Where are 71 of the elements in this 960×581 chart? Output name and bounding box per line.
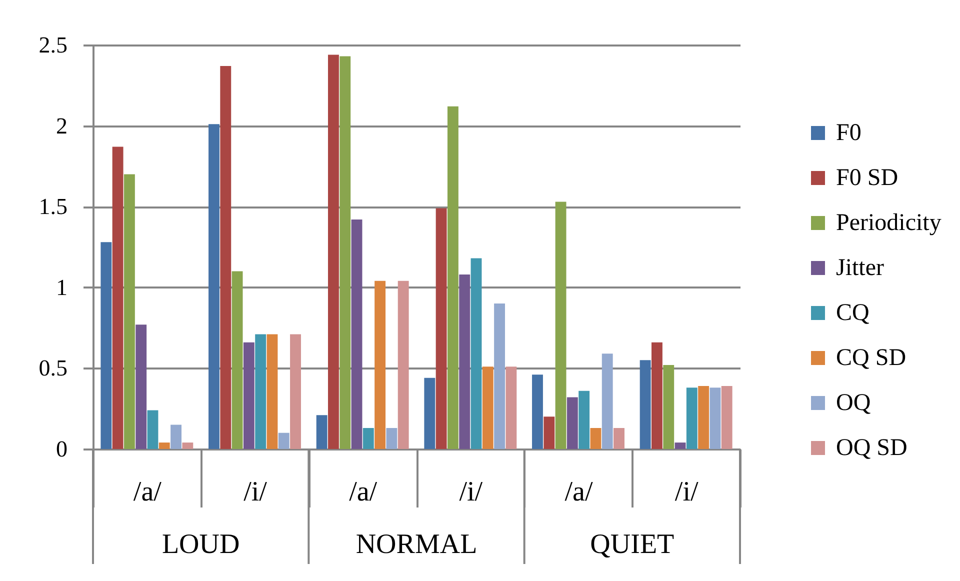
text: QUIET bbox=[590, 529, 674, 560]
bar bbox=[494, 304, 506, 449]
bar bbox=[710, 388, 721, 449]
x-tick-label: /i/ bbox=[674, 476, 698, 508]
legend-label: CQ SD bbox=[836, 345, 906, 371]
bar bbox=[590, 428, 602, 449]
bar bbox=[447, 106, 458, 449]
bar bbox=[220, 66, 232, 449]
bar bbox=[278, 432, 290, 449]
x-tick-label: /a/ bbox=[564, 476, 593, 508]
bar bbox=[459, 274, 470, 449]
legend-label: F0 bbox=[836, 120, 862, 146]
bar bbox=[470, 258, 482, 449]
bar bbox=[147, 410, 158, 449]
bar bbox=[340, 56, 351, 449]
y-tick-label: 2 bbox=[56, 113, 68, 138]
legend-label: F0 SD bbox=[836, 165, 898, 191]
bar bbox=[614, 428, 624, 449]
bar bbox=[266, 334, 278, 449]
legend-label: OQ bbox=[836, 390, 871, 416]
bar bbox=[398, 280, 409, 449]
bar bbox=[255, 334, 266, 449]
legend-label: CQ bbox=[836, 300, 870, 326]
bar bbox=[362, 428, 374, 449]
bar bbox=[124, 174, 135, 449]
bar bbox=[698, 386, 710, 449]
bar bbox=[482, 366, 494, 449]
bar bbox=[602, 354, 613, 449]
bar bbox=[290, 334, 301, 449]
bar bbox=[158, 442, 170, 449]
bar bbox=[424, 378, 436, 449]
x-tick-label: /i/ bbox=[244, 476, 268, 508]
bar bbox=[100, 242, 112, 449]
x-tick-label: /i/ bbox=[459, 476, 483, 508]
bar bbox=[640, 360, 651, 449]
legend-label: Periodicity bbox=[836, 210, 942, 236]
bar bbox=[136, 324, 147, 449]
bar bbox=[351, 220, 362, 449]
legend-label: Jitter bbox=[836, 255, 884, 281]
bar bbox=[686, 388, 698, 449]
bar bbox=[555, 202, 566, 449]
bar bbox=[506, 366, 517, 449]
bar bbox=[674, 442, 686, 449]
y-tick-label: 0.5 bbox=[38, 356, 68, 381]
bar bbox=[436, 208, 447, 449]
bar bbox=[386, 428, 398, 449]
y-tick-label: 1 bbox=[56, 274, 68, 300]
bar bbox=[544, 416, 555, 449]
y-tick-label: 1.5 bbox=[38, 194, 68, 220]
bar bbox=[328, 54, 339, 449]
text: NORMAL bbox=[356, 529, 478, 560]
y-tick-label: 2.5 bbox=[38, 32, 68, 58]
text: LOUD bbox=[162, 529, 240, 560]
bar bbox=[651, 342, 662, 449]
x-tick-label: /a/ bbox=[133, 476, 162, 508]
bar bbox=[374, 280, 386, 449]
bar bbox=[170, 424, 182, 449]
x-tick-label: /a/ bbox=[349, 476, 378, 508]
bar bbox=[316, 415, 328, 449]
bar bbox=[182, 442, 194, 449]
bar bbox=[532, 374, 543, 449]
bar bbox=[578, 390, 590, 449]
bar bbox=[566, 397, 578, 449]
bar bbox=[243, 342, 254, 449]
y-tick-label: 0 bbox=[56, 436, 68, 462]
bar bbox=[663, 364, 674, 449]
bar bbox=[208, 124, 220, 449]
bar bbox=[112, 146, 124, 449]
legend-label: OQ SD bbox=[836, 435, 908, 461]
bar bbox=[721, 386, 732, 449]
bar bbox=[232, 271, 243, 449]
